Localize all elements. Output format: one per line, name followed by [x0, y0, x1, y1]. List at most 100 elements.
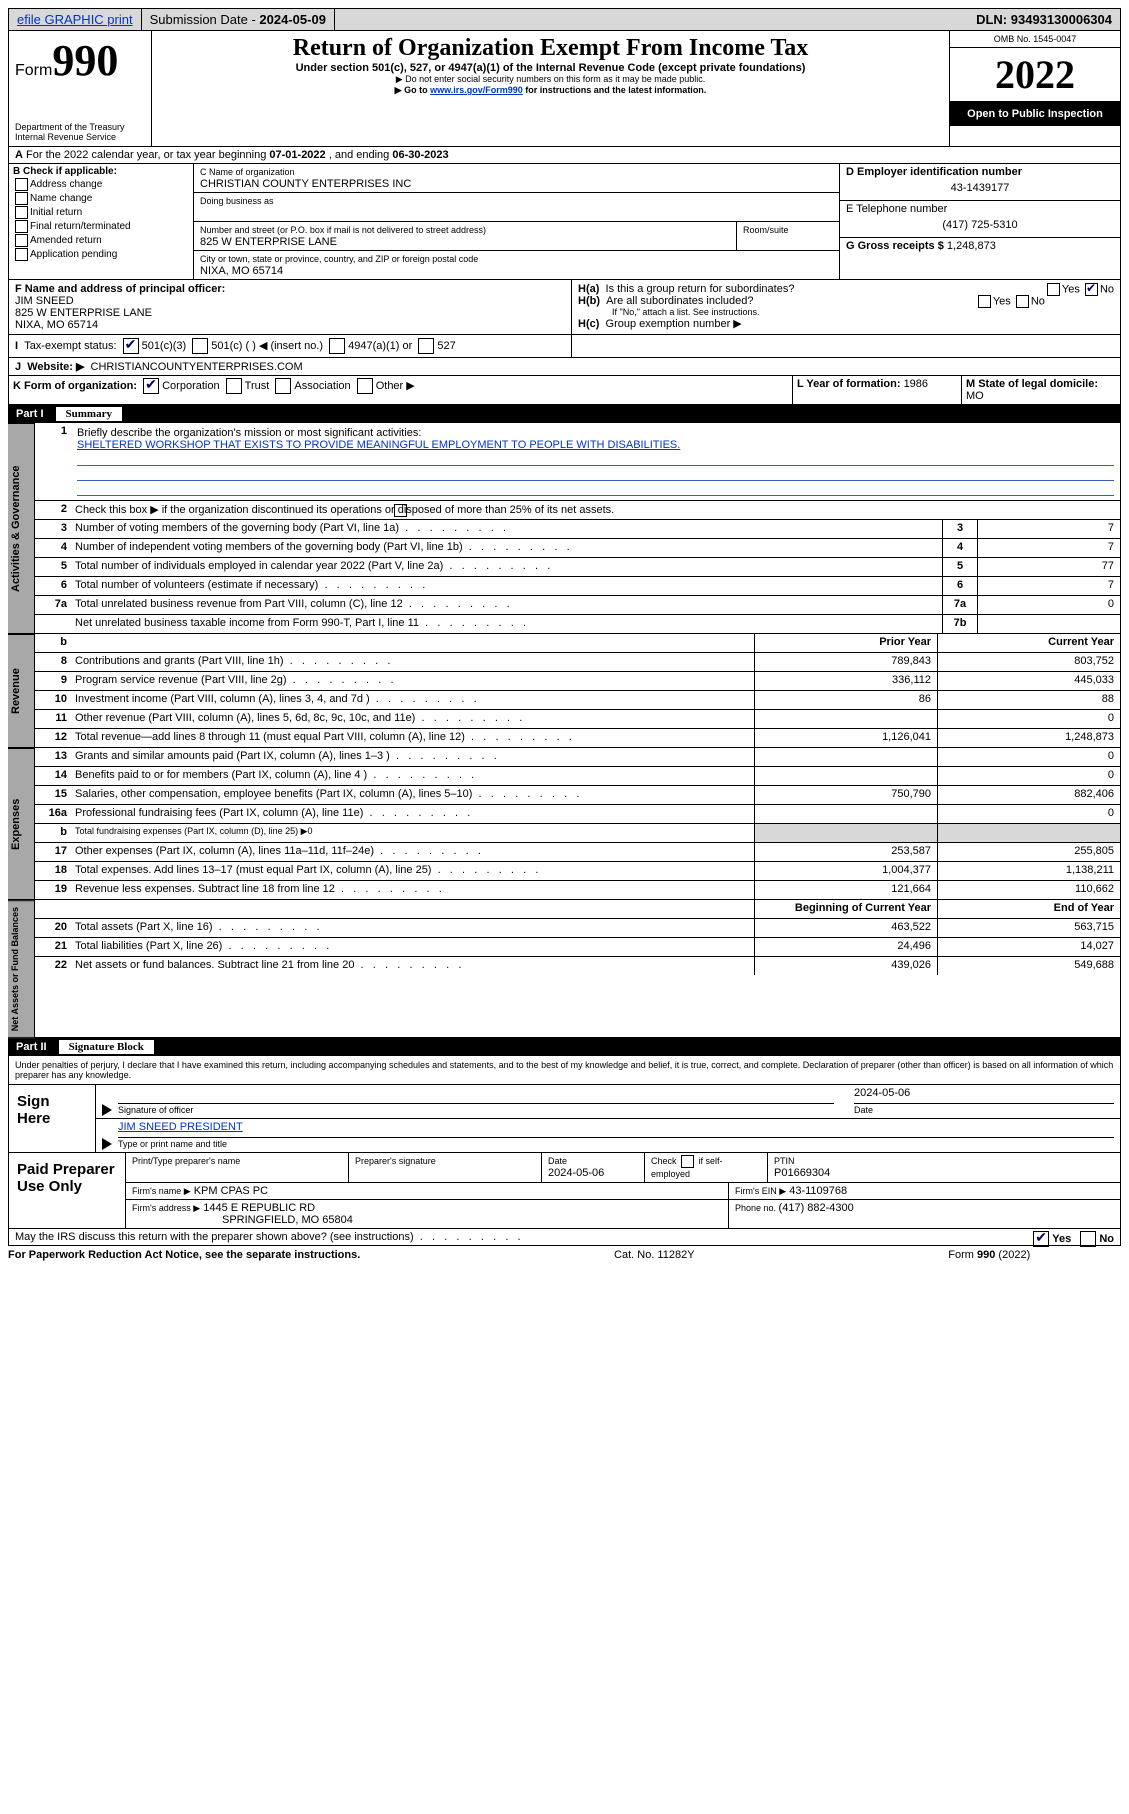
- tab-activities: Activities & Governance: [8, 423, 35, 634]
- hdr-bcy: Beginning of Current Year: [754, 900, 937, 918]
- prep-name-label: Print/Type preparer's name: [132, 1156, 240, 1166]
- e-phone: E Telephone number(417) 725-5310: [840, 201, 1120, 238]
- i-501c3[interactable]: [123, 338, 139, 354]
- ha-yes[interactable]: [1047, 283, 1060, 296]
- sum-row: 9Program service revenue (Part VIII, lin…: [35, 672, 1120, 691]
- i-row: I Tax-exempt status: 501(c)(3) 501(c) ( …: [8, 335, 1121, 358]
- ptin: P01669304: [774, 1167, 830, 1179]
- chk-amended-return[interactable]: Amended return: [13, 234, 189, 247]
- i-501c[interactable]: [192, 338, 208, 354]
- omb: OMB No. 1545-0047: [950, 31, 1120, 48]
- firm-addr2: SPRINGFIELD, MO 65804: [222, 1214, 353, 1226]
- sig-officer-label: Signature of officer: [118, 1105, 193, 1115]
- part2-bar: Part II Signature Block: [8, 1038, 1121, 1056]
- h-b2: If "No," attach a list. See instructions…: [578, 307, 1114, 317]
- prep-date-label: Date: [548, 1156, 567, 1166]
- sig-date-label: Date: [854, 1105, 873, 1115]
- may-discuss: May the IRS discuss this return with the…: [8, 1229, 1121, 1246]
- netassets-section: Net Assets or Fund Balances Beginning of…: [8, 900, 1121, 1038]
- sum-row: 17Other expenses (Part IX, column (A), l…: [35, 843, 1120, 862]
- mission: Briefly describe the organization's miss…: [71, 423, 1120, 500]
- f-h-block: F Name and address of principal officer:…: [8, 280, 1121, 335]
- sum-row: 7aTotal unrelated business revenue from …: [35, 596, 1120, 615]
- sum-row: 8Contributions and grants (Part VIII, li…: [35, 653, 1120, 672]
- firm-ein: 43-1109768: [789, 1185, 847, 1197]
- sum-row: 22Net assets or fund balances. Subtract …: [35, 957, 1120, 975]
- hb-no[interactable]: [1016, 295, 1029, 308]
- declaration: Under penalties of perjury, I declare th…: [8, 1056, 1121, 1085]
- sum-row: 12Total revenue—add lines 8 through 11 (…: [35, 729, 1120, 747]
- col-b-checkboxes: B Check if applicable: Address change Na…: [9, 164, 194, 279]
- chk-discontinued[interactable]: [394, 504, 407, 517]
- sum-row: 4Number of independent voting members of…: [35, 539, 1120, 558]
- firm-name: KPM CPAS PC: [194, 1185, 268, 1197]
- h-b: H(b) Are all subordinates included? Yes …: [578, 295, 1114, 307]
- sum-row: 21Total liabilities (Part X, line 26)24,…: [35, 938, 1120, 957]
- expenses-section: Expenses 13Grants and similar amounts pa…: [8, 748, 1121, 900]
- cat-no: Cat. No. 11282Y: [614, 1249, 695, 1261]
- chk-address-change[interactable]: Address change: [13, 178, 189, 191]
- c-dba: Doing business as: [194, 193, 839, 222]
- hdr-curr: Current Year: [937, 634, 1120, 652]
- firm-phone: (417) 882-4300: [779, 1202, 854, 1214]
- c-street: Number and street (or P.O. box if mail i…: [194, 222, 737, 250]
- ha-no[interactable]: [1085, 283, 1098, 296]
- irs-link[interactable]: www.irs.gov/Form990: [430, 85, 523, 95]
- dept-treasury: Department of the Treasury: [15, 122, 145, 132]
- firm-name-label: Firm's name ▶: [132, 1186, 191, 1196]
- firm-addr-label: Firm's address ▶: [132, 1203, 200, 1213]
- prep-date: 2024-05-06: [548, 1167, 604, 1179]
- subtitle-3: ▶ Go to www.irs.gov/Form990 for instruct…: [158, 85, 943, 96]
- footer: For Paperwork Reduction Act Notice, see …: [8, 1246, 1030, 1261]
- c-city: City or town, state or province, country…: [194, 251, 839, 279]
- prep-sig-label: Preparer's signature: [355, 1156, 436, 1166]
- subtitle-2: ▶ Do not enter social security numbers o…: [158, 74, 943, 85]
- tax-year: 2022: [950, 48, 1120, 102]
- firm-addr1: 1445 E REPUBLIC RD: [203, 1202, 315, 1214]
- sum-row: 18Total expenses. Add lines 13–17 (must …: [35, 862, 1120, 881]
- open-to-public: Open to Public Inspection: [950, 102, 1120, 126]
- sum-row: 10Investment income (Part VIII, column (…: [35, 691, 1120, 710]
- h-c: H(c) Group exemption number ▶: [578, 317, 1114, 330]
- k-other[interactable]: [357, 378, 373, 394]
- j-website: J Website: ▶ CHRISTIANCOUNTYENTERPRISES.…: [8, 358, 1121, 376]
- k-trust[interactable]: [226, 378, 242, 394]
- chk-application-pending[interactable]: Application pending: [13, 248, 189, 261]
- irs: Internal Revenue Service: [15, 132, 145, 142]
- chk-name-change[interactable]: Name change: [13, 192, 189, 205]
- i-4947[interactable]: [329, 338, 345, 354]
- line-a: A For the 2022 calendar year, or tax yea…: [8, 147, 1121, 164]
- b-title: B Check if applicable:: [13, 166, 189, 177]
- h-a: H(a) Is this a group return for subordin…: [578, 283, 1114, 295]
- hb-yes[interactable]: [978, 295, 991, 308]
- prep-selfemp: Check if self-employed: [651, 1156, 723, 1179]
- chk-final-return[interactable]: Final return/terminated: [13, 220, 189, 233]
- c-room: Room/suite: [737, 222, 839, 250]
- sign-arrow-icon-2: [102, 1138, 112, 1150]
- discuss-yes[interactable]: [1033, 1231, 1049, 1247]
- mission-text[interactable]: SHELTERED WORKSHOP THAT EXISTS TO PROVID…: [77, 439, 680, 451]
- sum-row: 14Benefits paid to or for members (Part …: [35, 767, 1120, 786]
- k-assoc[interactable]: [275, 378, 291, 394]
- chk-self-employed[interactable]: [681, 1155, 694, 1168]
- hdr-prior: Prior Year: [754, 634, 937, 652]
- paperwork-notice: For Paperwork Reduction Act Notice, see …: [8, 1249, 360, 1261]
- f-officer: F Name and address of principal officer:…: [9, 280, 572, 334]
- sig-date: 2024-05-06: [854, 1087, 1114, 1104]
- signer-name[interactable]: JIM SNEED PRESIDENT: [118, 1121, 243, 1133]
- activities-governance: Activities & Governance 1 Briefly descri…: [8, 423, 1121, 634]
- form-ref: Form 990 (2022): [948, 1249, 1030, 1261]
- k-corp[interactable]: [143, 378, 159, 394]
- sign-here-label: Sign Here: [9, 1085, 95, 1152]
- sum-row: 15Salaries, other compensation, employee…: [35, 786, 1120, 805]
- sum-row: 6Total number of volunteers (estimate if…: [35, 577, 1120, 596]
- discuss-no[interactable]: [1080, 1231, 1096, 1247]
- efile-link[interactable]: efile GRAPHIC print: [17, 12, 133, 27]
- chk-initial-return[interactable]: Initial return: [13, 206, 189, 219]
- tab-revenue: Revenue: [8, 634, 35, 748]
- sig-name-label: Type or print name and title: [118, 1139, 227, 1149]
- entity-block: B Check if applicable: Address change Na…: [8, 164, 1121, 280]
- i-527[interactable]: [418, 338, 434, 354]
- tab-netassets: Net Assets or Fund Balances: [8, 900, 35, 1038]
- sum-row: 13Grants and similar amounts paid (Part …: [35, 748, 1120, 767]
